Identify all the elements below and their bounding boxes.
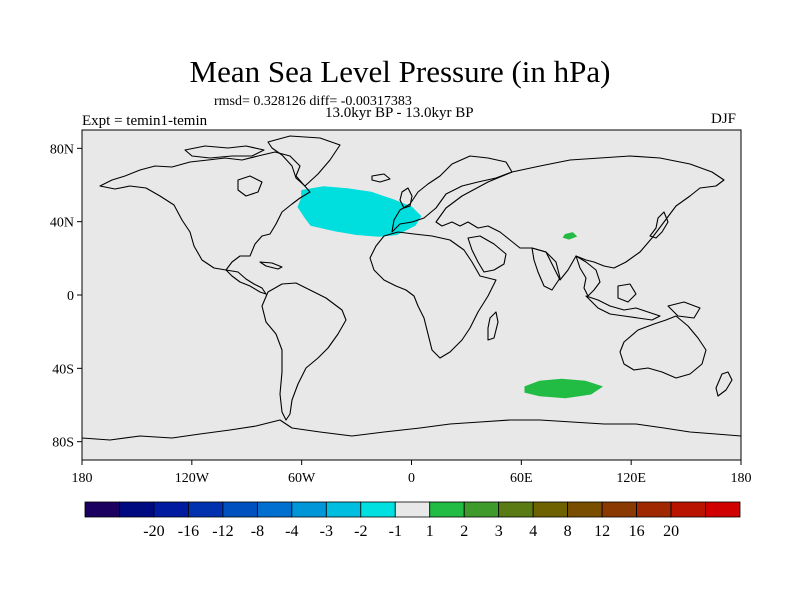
colorbar-label: -4 bbox=[285, 523, 298, 540]
coastline-new-guinea bbox=[667, 301, 701, 319]
colorbar-swatch bbox=[119, 501, 155, 518]
colorbar-swatch bbox=[670, 501, 706, 518]
coastline-central-america bbox=[225, 269, 267, 295]
chart-title: Mean Sea Level Pressure (in hPa) bbox=[189, 54, 611, 89]
colorbar-swatch bbox=[601, 501, 637, 518]
colorbar-label: -20 bbox=[143, 523, 164, 540]
anomaly-layer bbox=[297, 186, 604, 399]
coastline-australia bbox=[619, 315, 707, 379]
colorbar-swatch bbox=[429, 501, 465, 518]
colorbar-label: 20 bbox=[663, 523, 679, 540]
colorbar-label: 3 bbox=[495, 523, 503, 540]
map-background bbox=[82, 130, 741, 460]
colorbar-swatch bbox=[498, 501, 534, 518]
x-tick-label: 120E bbox=[616, 471, 646, 486]
x-tick-label: 0 bbox=[408, 471, 415, 486]
colorbar-swatch bbox=[567, 501, 603, 518]
colorbar-label: 8 bbox=[564, 523, 572, 540]
colorbar-label: -16 bbox=[178, 523, 199, 540]
coastline-asia bbox=[435, 155, 725, 281]
coastline-british-isles bbox=[399, 187, 413, 209]
coastline-antarctica bbox=[82, 419, 741, 441]
season-label: DJF bbox=[711, 111, 737, 127]
coastline-greenland bbox=[267, 135, 341, 187]
anomaly-tibet-high bbox=[562, 232, 578, 240]
x-tick-label: 60E bbox=[510, 471, 533, 486]
colorbar-swatch bbox=[532, 501, 569, 518]
colorbar-swatch bbox=[463, 501, 500, 518]
colorbar-swatch bbox=[84, 501, 120, 518]
colorbar-label: -8 bbox=[251, 523, 264, 540]
x-tick-label: 180 bbox=[731, 471, 752, 486]
coastline-new-zealand bbox=[715, 371, 733, 397]
y-tick-label: 80N bbox=[50, 142, 74, 157]
x-tick-label: 120W bbox=[175, 471, 210, 486]
y-axis: 80N 40N 0 40S 80S bbox=[50, 142, 82, 451]
coastline-borneo bbox=[617, 283, 637, 303]
anomaly-southern-ocean-high bbox=[524, 378, 604, 399]
colorbar-label: -2 bbox=[354, 523, 367, 540]
coastline-caribbean bbox=[259, 261, 283, 270]
x-axis: 180 120W 60W 0 60E 120E 180 bbox=[72, 460, 752, 486]
coastline-madagascar bbox=[487, 311, 499, 341]
coastline-india bbox=[531, 247, 561, 291]
coastline-south-america bbox=[261, 282, 347, 421]
coastline-europe bbox=[391, 155, 513, 233]
x-tick-label: 60W bbox=[288, 471, 316, 486]
anomaly-north-atlantic-low bbox=[297, 186, 422, 237]
colorbar-swatch bbox=[222, 501, 258, 518]
coastlines bbox=[82, 135, 741, 441]
colorbar-label: 4 bbox=[529, 523, 537, 540]
colorbar-swatch bbox=[188, 501, 224, 518]
colorbar-label: -1 bbox=[389, 523, 402, 540]
colorbar-label: -12 bbox=[212, 523, 233, 540]
colorbar-label: 12 bbox=[594, 523, 610, 540]
colorbar-swatch bbox=[325, 501, 362, 518]
colorbar-label: 16 bbox=[629, 523, 645, 540]
y-tick-label: 40N bbox=[50, 216, 74, 231]
colorbar-swatch bbox=[360, 501, 396, 518]
y-tick-label: 40S bbox=[52, 362, 74, 377]
coastline-indochina bbox=[575, 255, 601, 297]
colorbar-swatch bbox=[636, 501, 672, 518]
coastline-africa bbox=[369, 231, 497, 359]
experiment-label: Expt = temin1-temin bbox=[82, 113, 208, 129]
coastline-japan bbox=[649, 211, 669, 239]
y-tick-label: 0 bbox=[67, 289, 74, 304]
coastline-hudson-bay bbox=[237, 175, 263, 197]
coastline-iceland bbox=[371, 173, 391, 183]
period-label: 13.0kyr BP - 13.0kyr BP bbox=[325, 105, 474, 121]
colorbar-label: 1 bbox=[426, 523, 434, 540]
colorbar: -20 -16 -12 -8 -4 -3 -2 -1 1 2 3 4 8 12 16 20 bbox=[84, 501, 741, 540]
colorbar-swatch bbox=[394, 501, 431, 518]
colorbar-swatch bbox=[291, 501, 327, 518]
rmsd-diff-label: rmsd= 0.328126 diff= -0.00317383 bbox=[214, 94, 412, 109]
coastline-arctic-islands bbox=[184, 145, 265, 159]
colorbar-label: -3 bbox=[320, 523, 333, 540]
colorbar-label: 2 bbox=[460, 523, 468, 540]
colorbar-swatch bbox=[153, 501, 189, 518]
colorbar-swatch bbox=[256, 501, 293, 518]
coastline-arabia bbox=[467, 235, 507, 273]
coastline-indonesia bbox=[585, 295, 661, 321]
colorbar-swatch bbox=[705, 501, 741, 518]
x-tick-label: 180 bbox=[72, 471, 93, 486]
coastline-north-america bbox=[99, 151, 311, 271]
y-tick-label: 80S bbox=[52, 436, 74, 451]
